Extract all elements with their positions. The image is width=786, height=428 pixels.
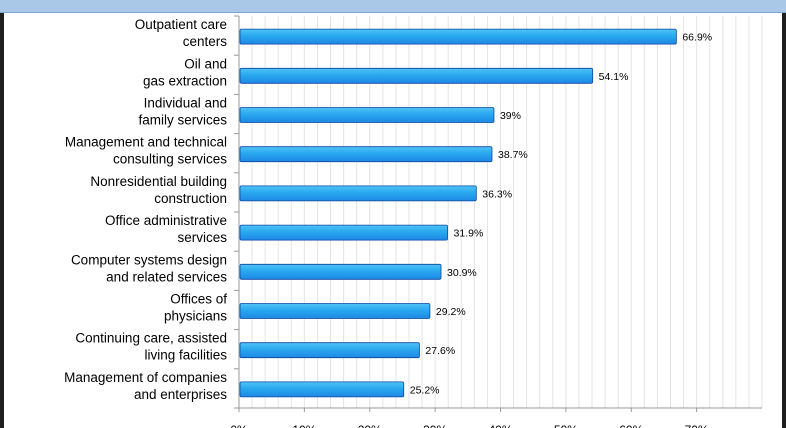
bar	[239, 107, 495, 123]
bar	[239, 303, 431, 319]
data-label: 66.9%	[682, 32, 712, 44]
data-label: 39%	[500, 110, 521, 122]
x-tick-label: 50%	[554, 423, 578, 428]
category-label: Management of companies	[64, 370, 227, 385]
data-label: 38.7%	[498, 149, 528, 161]
category-label: gas extraction	[143, 73, 227, 88]
bar	[239, 381, 405, 398]
category-label: family services	[138, 113, 227, 128]
x-tick-label: 40%	[488, 423, 512, 428]
category-label: consulting services	[113, 152, 227, 167]
bar	[239, 146, 493, 163]
labels-layer: 66.9% Outpatient care centers 54.1% Oil and g…	[64, 17, 712, 402]
category-label: and enterprises	[134, 387, 227, 402]
x-tick-label: 20%	[358, 423, 382, 428]
data-label: 30.9%	[447, 267, 477, 279]
category-label: living facilities	[144, 348, 227, 363]
category-label: Office administrative	[105, 213, 227, 228]
x-tick-label: 30%	[423, 423, 447, 428]
category-label: Management and technical	[65, 135, 227, 150]
category-label: Individual and	[144, 96, 227, 111]
category-label: Continuing care, assisted	[75, 331, 227, 346]
data-label: 29.2%	[436, 306, 466, 318]
axis-layer: 0% 10% 20% 30% 40% 50% 60% 70%	[230, 15, 762, 428]
category-label: centers	[183, 34, 228, 49]
bar	[239, 224, 448, 241]
category-label: construction	[154, 191, 227, 206]
x-tick-label: 70%	[685, 423, 709, 428]
bar	[239, 263, 442, 280]
x-tick-label: 10%	[292, 423, 316, 428]
bar	[239, 185, 477, 202]
category-label: Oil and	[184, 56, 227, 71]
category-label: Nonresidential building	[90, 174, 227, 189]
category-label: physicians	[164, 309, 227, 324]
data-label: 36.3%	[482, 188, 512, 200]
bar	[239, 67, 594, 84]
data-label: 25.2%	[410, 384, 440, 396]
category-label: Computer systems design	[71, 252, 227, 267]
data-label: 27.6%	[425, 345, 455, 357]
category-label: Offices of	[170, 292, 227, 307]
x-tick-label: 60%	[619, 423, 643, 428]
data-label: 54.1%	[599, 71, 629, 83]
chart-title-bar	[0, 0, 786, 13]
category-label: Outpatient care	[135, 17, 227, 32]
category-label: services	[177, 230, 227, 245]
data-label: 31.9%	[454, 228, 484, 240]
x-tick-label: 0%	[230, 423, 248, 428]
bar	[239, 342, 420, 359]
bars-layer	[239, 28, 677, 398]
bar	[239, 28, 677, 45]
category-label: and related services	[106, 269, 227, 284]
